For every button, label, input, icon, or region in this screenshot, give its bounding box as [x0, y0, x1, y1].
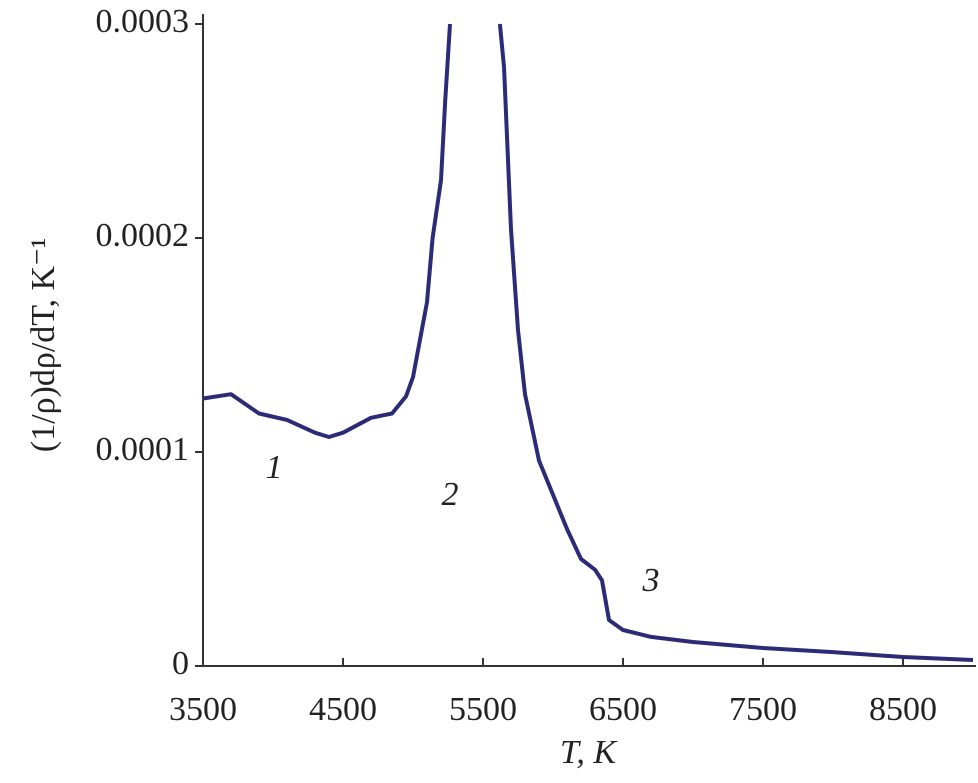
x-tick-label: 4500 — [309, 691, 377, 728]
x-tick-label: 3500 — [169, 691, 237, 728]
data-line — [202, 23, 974, 662]
x-tick-label: 7500 — [729, 691, 797, 728]
y-axis-title: (1/ρ)dρ/dT, K⁻¹ — [25, 238, 62, 452]
x-axis-title: T, K — [560, 734, 618, 771]
x-tick-label: 5500 — [449, 691, 517, 728]
annotation: 1 — [266, 449, 283, 486]
annotation: 2 — [442, 476, 459, 513]
x-tick-label: 6500 — [589, 691, 657, 728]
y-tick-label: 0.0001 — [96, 431, 190, 468]
y-tick-label: 0 — [172, 645, 189, 682]
x-tick-label: 8500 — [869, 691, 937, 728]
y-tick-label: 0.0003 — [96, 3, 190, 40]
y-tick-label: 0.0002 — [96, 217, 190, 254]
annotation: 3 — [642, 562, 660, 599]
